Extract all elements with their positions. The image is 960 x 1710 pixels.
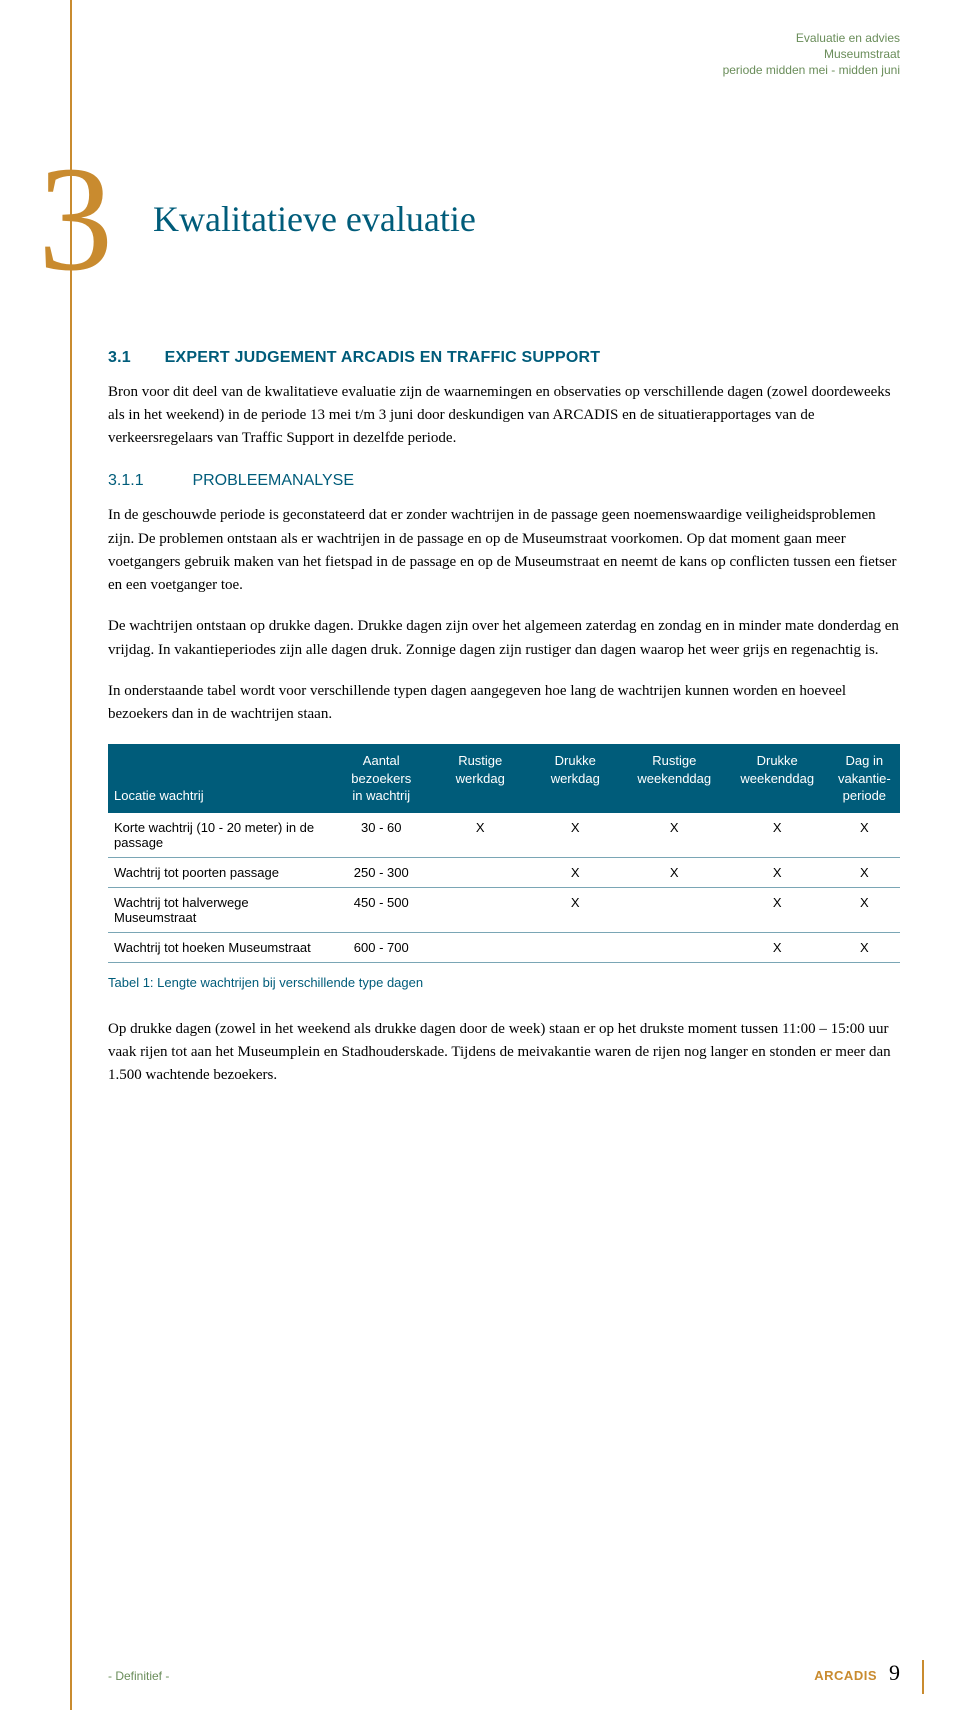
footer-page-number: 9 <box>889 1660 900 1686</box>
cell-dw: X <box>528 887 623 932</box>
queue-table: Locatie wachtrij Aantalbezoekersin wacht… <box>108 744 900 963</box>
col-drukke-weekenddag: Drukkeweekenddag <box>726 744 829 813</box>
cell-rw <box>433 857 528 887</box>
cell-aantal: 450 - 500 <box>330 887 433 932</box>
header-line-3: periode midden mei - midden juni <box>108 62 900 78</box>
chapter-number: 3 <box>38 159 113 279</box>
subsection-paragraph-3: In onderstaande tabel wordt voor verschi… <box>108 680 900 727</box>
cell-locatie: Korte wachtrij (10 - 20 meter) in de pas… <box>108 813 330 858</box>
cell-rwe <box>623 932 726 962</box>
section-heading: 3.1 EXPERT JUDGEMENT ARCADIS EN TRAFFIC … <box>108 349 900 367</box>
cell-dw: X <box>528 813 623 858</box>
cell-dw <box>528 932 623 962</box>
page: Evaluatie en advies Museumstraat periode… <box>0 0 960 1710</box>
cell-vak: X <box>829 813 900 858</box>
col-drukke-werkdag: Drukkewerkdag <box>528 744 623 813</box>
footer-brand: ARCADIS <box>814 1668 877 1683</box>
cell-dwe: X <box>726 813 829 858</box>
cell-locatie: Wachtrij tot halverwege Museumstraat <box>108 887 330 932</box>
subsection-number: 3.1.1 <box>108 472 188 490</box>
header-line-2: Museumstraat <box>108 46 900 62</box>
subsection-title: PROBLEEMANALYSE <box>192 472 354 489</box>
table-row: Wachtrij tot halverwege Museumstraat 450… <box>108 887 900 932</box>
footer-right: ARCADIS 9 <box>814 1660 900 1686</box>
col-locatie: Locatie wachtrij <box>108 744 330 813</box>
col-vakantie: Dag invakantie-periode <box>829 744 900 813</box>
table-row: Wachtrij tot hoeken Museumstraat 600 - 7… <box>108 932 900 962</box>
cell-rw <box>433 887 528 932</box>
table-caption: Tabel 1: Lengte wachtrijen bij verschill… <box>108 975 900 990</box>
closing-paragraph: Op drukke dagen (zowel in het weekend al… <box>108 1018 900 1088</box>
table-row: Wachtrij tot poorten passage 250 - 300 X… <box>108 857 900 887</box>
footer-rule <box>922 1660 924 1694</box>
cell-aantal: 250 - 300 <box>330 857 433 887</box>
col-rustige-werkdag: Rustigewerkdag <box>433 744 528 813</box>
col-aantal: Aantalbezoekersin wachtrij <box>330 744 433 813</box>
header-line-1: Evaluatie en advies <box>108 30 900 46</box>
subsection-paragraph-2: De wachtrijen ontstaan op drukke dagen. … <box>108 615 900 662</box>
col-rustige-weekenddag: Rustigeweekenddag <box>623 744 726 813</box>
subsection-heading: 3.1.1 PROBLEEMANALYSE <box>108 472 900 490</box>
table-header-row: Locatie wachtrij Aantalbezoekersin wacht… <box>108 744 900 813</box>
cell-vak: X <box>829 887 900 932</box>
cell-dwe: X <box>726 932 829 962</box>
subsection-paragraph-1: In de geschouwde periode is geconstateer… <box>108 504 900 597</box>
cell-rwe: X <box>623 857 726 887</box>
cell-aantal: 30 - 60 <box>330 813 433 858</box>
cell-vak: X <box>829 857 900 887</box>
left-rule <box>70 0 72 1710</box>
cell-rwe <box>623 887 726 932</box>
cell-dwe: X <box>726 887 829 932</box>
section-paragraph-1: Bron voor dit deel van de kwalitatieve e… <box>108 381 900 451</box>
page-footer: - Definitief - ARCADIS 9 <box>108 1660 900 1686</box>
cell-rwe: X <box>623 813 726 858</box>
cell-rw <box>433 932 528 962</box>
cell-dw: X <box>528 857 623 887</box>
chapter-heading: 3 Kwalitatieve evaluatie <box>38 159 900 279</box>
section-number: 3.1 <box>108 349 160 367</box>
cell-rw: X <box>433 813 528 858</box>
cell-aantal: 600 - 700 <box>330 932 433 962</box>
footer-status: - Definitief - <box>108 1669 169 1683</box>
cell-dwe: X <box>726 857 829 887</box>
chapter-title: Kwalitatieve evaluatie <box>153 198 476 240</box>
cell-vak: X <box>829 932 900 962</box>
cell-locatie: Wachtrij tot poorten passage <box>108 857 330 887</box>
table-row: Korte wachtrij (10 - 20 meter) in de pas… <box>108 813 900 858</box>
section-title: EXPERT JUDGEMENT ARCADIS EN TRAFFIC SUPP… <box>165 349 601 366</box>
running-header: Evaluatie en advies Museumstraat periode… <box>108 30 900 79</box>
cell-locatie: Wachtrij tot hoeken Museumstraat <box>108 932 330 962</box>
